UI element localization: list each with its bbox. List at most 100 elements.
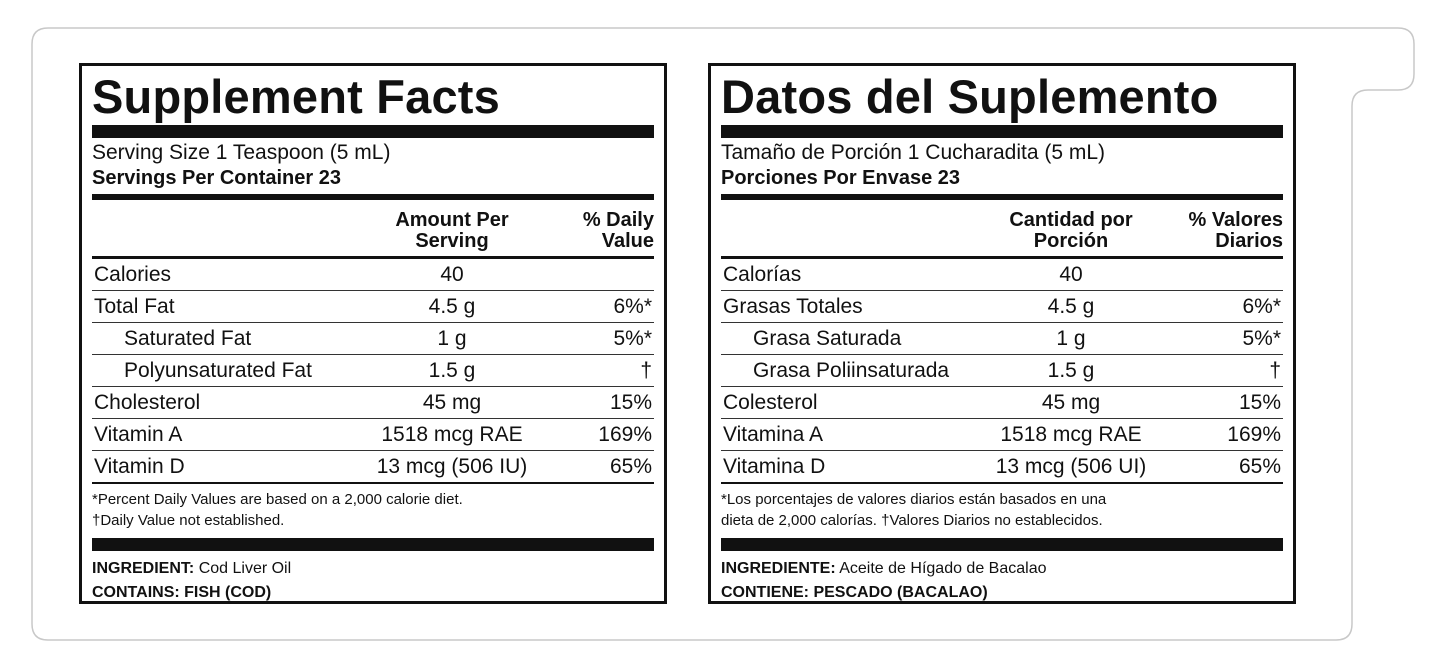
column-header: Cantidad por Porción % Valores Diarios xyxy=(721,200,1283,256)
nutrient-amount: 13 mcg (506 UI) xyxy=(995,455,1147,478)
divider-mid xyxy=(92,256,654,259)
dv-header-line-1: % Daily xyxy=(582,209,654,231)
nutrient-name: Vitamin A xyxy=(94,423,183,446)
nutrient-name: Cholesterol xyxy=(94,391,201,414)
ingredient-label: INGREDIENTE: xyxy=(721,560,836,577)
divider-thick-bottom xyxy=(721,538,1283,551)
nutrient-row: Calories 40 xyxy=(92,259,654,291)
nutrient-row: Vitamina D 13 mcg (506 UI) 65% xyxy=(721,451,1283,484)
nutrient-row: Grasa Saturada 1 g 5%* xyxy=(721,323,1283,355)
amount-header-line-1: Cantidad por xyxy=(1009,209,1133,231)
nutrient-dv: 5%* xyxy=(613,327,652,350)
amount-header-line-1: Amount Per xyxy=(395,209,509,231)
nutrient-amount: 13 mcg (506 IU) xyxy=(376,455,528,478)
divider-medium xyxy=(721,194,1283,200)
nutrient-row: Calorías 40 xyxy=(721,259,1283,291)
ingredient-line: INGREDIENT: Cod Liver Oil xyxy=(92,557,654,581)
divider-thick xyxy=(92,125,654,138)
footnote-line-2: dieta de 2,000 calorías. †Valores Diario… xyxy=(721,512,1103,529)
serving-size: Serving Size 1 Teaspoon (5 mL) xyxy=(92,141,391,164)
panel-title: Datos del Suplemento xyxy=(721,70,1219,123)
footnote-line-2: †Daily Value not established. xyxy=(92,512,285,529)
footnote: *Percent Daily Values are based on a 2,0… xyxy=(92,489,654,531)
nutrient-amount: 4.5 g xyxy=(428,295,476,318)
nutrient-row: Grasa Poliinsaturada 1.5 g † xyxy=(721,355,1283,387)
contains-line: CONTAINS: FISH (COD) xyxy=(92,581,654,605)
datos-del-suplemento-panel: Datos del Suplemento Tamaño de Porción 1… xyxy=(708,63,1296,604)
contains-line: CONTIENE: PESCADO (BACALAO) xyxy=(721,581,1283,605)
daily-value-header: % Valores Diarios xyxy=(1188,210,1283,252)
nutrient-dv: 6%* xyxy=(1242,295,1281,318)
nutrient-name: Colesterol xyxy=(723,391,818,414)
nutrient-row: Grasas Totales 4.5 g 6%* xyxy=(721,291,1283,323)
nutrient-dv: 15% xyxy=(609,391,652,414)
nutrient-name: Grasa Poliinsaturada xyxy=(753,359,950,382)
column-header: Amount Per Serving % Daily Value xyxy=(92,200,654,256)
ingredient-value: Cod Liver Oil xyxy=(198,560,292,577)
panel-title: Supplement Facts xyxy=(92,70,501,123)
footnote-line-1: *Los porcentajes de valores diarios está… xyxy=(721,491,1107,508)
dv-header-line-2: Value xyxy=(601,230,654,252)
nutrient-row: Vitamin D 13 mcg (506 IU) 65% xyxy=(92,451,654,484)
ingredient-line: INGREDIENTE: Aceite de Hígado de Bacalao xyxy=(721,557,1283,581)
servings-per-container: Porciones Por Envase 23 xyxy=(721,167,961,189)
nutrient-dv: 6%* xyxy=(613,295,652,318)
nutrient-dv: 5%* xyxy=(1242,327,1281,350)
nutrient-amount: 45 mg xyxy=(1041,391,1101,414)
amount-header-line-2: Porción xyxy=(1033,230,1109,252)
nutrient-row: Vitamin A 1518 mcg RAE 169% xyxy=(92,419,654,451)
nutrient-name: Grasa Saturada xyxy=(753,327,902,350)
amount-header: Cantidad por Porción xyxy=(961,210,1181,252)
dv-header-line-2: Diarios xyxy=(1215,230,1283,252)
nutrient-amount: 1518 mcg RAE xyxy=(1000,423,1142,446)
nutrient-dv: † xyxy=(1269,359,1281,382)
contains-text: CONTAINS: FISH (COD) xyxy=(92,584,272,601)
nutrient-name: Grasas Totales xyxy=(723,295,863,318)
nutrient-name: Total Fat xyxy=(94,295,175,318)
ingredient-block: INGREDIENT: Cod Liver Oil CONTAINS: FISH… xyxy=(92,557,654,605)
nutrient-name: Polyunsaturated Fat xyxy=(124,359,312,382)
contains-text: CONTIENE: PESCADO (BACALAO) xyxy=(721,584,988,601)
nutrient-row: Vitamina A 1518 mcg RAE 169% xyxy=(721,419,1283,451)
nutrient-name: Vitamin D xyxy=(94,455,185,478)
nutrient-name: Saturated Fat xyxy=(124,327,252,350)
nutrient-amount: 40 xyxy=(1059,263,1083,286)
nutrient-row: Polyunsaturated Fat 1.5 g † xyxy=(92,355,654,387)
nutrient-amount: 1.5 g xyxy=(1047,359,1095,382)
nutrient-dv: 169% xyxy=(598,423,652,446)
nutrient-dv: † xyxy=(640,359,652,382)
nutrient-amount: 40 xyxy=(440,263,464,286)
nutrient-name: Calorías xyxy=(723,263,802,286)
footnote: *Los porcentajes de valores diarios está… xyxy=(721,489,1283,531)
nutrient-amount: 4.5 g xyxy=(1047,295,1095,318)
nutrient-amount: 45 mg xyxy=(422,391,482,414)
nutrient-row: Cholesterol 45 mg 15% xyxy=(92,387,654,419)
ingredient-label: INGREDIENT: xyxy=(92,560,195,577)
supplement-facts-panel: Supplement Facts Serving Size 1 Teaspoon… xyxy=(79,63,667,604)
divider-mid xyxy=(721,256,1283,259)
dv-header-line-1: % Valores xyxy=(1188,209,1283,231)
servings-per-container: Servings Per Container 23 xyxy=(92,167,341,189)
serving-size: Tamaño de Porción 1 Cucharadita (5 mL) xyxy=(721,141,1106,164)
divider-medium xyxy=(92,194,654,200)
divider-thick xyxy=(721,125,1283,138)
nutrient-amount: 1518 mcg RAE xyxy=(381,423,523,446)
nutrient-dv: 169% xyxy=(1227,423,1281,446)
amount-header-line-2: Serving xyxy=(415,230,489,252)
daily-value-header: % Daily Value xyxy=(583,210,654,252)
nutrient-name: Calories xyxy=(94,263,172,286)
divider-thick-bottom xyxy=(92,538,654,551)
nutrient-dv: 15% xyxy=(1238,391,1281,414)
ingredient-block: INGREDIENTE: Aceite de Hígado de Bacalao… xyxy=(721,557,1283,605)
nutrient-row: Total Fat 4.5 g 6%* xyxy=(92,291,654,323)
ingredient-value: Aceite de Hígado de Bacalao xyxy=(839,560,1047,577)
nutrient-dv: 65% xyxy=(1238,455,1281,478)
nutrient-amount: 1.5 g xyxy=(428,359,476,382)
nutrient-name: Vitamina A xyxy=(723,423,824,446)
nutrient-name: Vitamina D xyxy=(723,455,826,478)
nutrient-amount: 1 g xyxy=(437,327,467,350)
footnote-line-1: *Percent Daily Values are based on a 2,0… xyxy=(92,491,463,508)
nutrient-row: Colesterol 45 mg 15% xyxy=(721,387,1283,419)
nutrient-amount: 1 g xyxy=(1056,327,1086,350)
